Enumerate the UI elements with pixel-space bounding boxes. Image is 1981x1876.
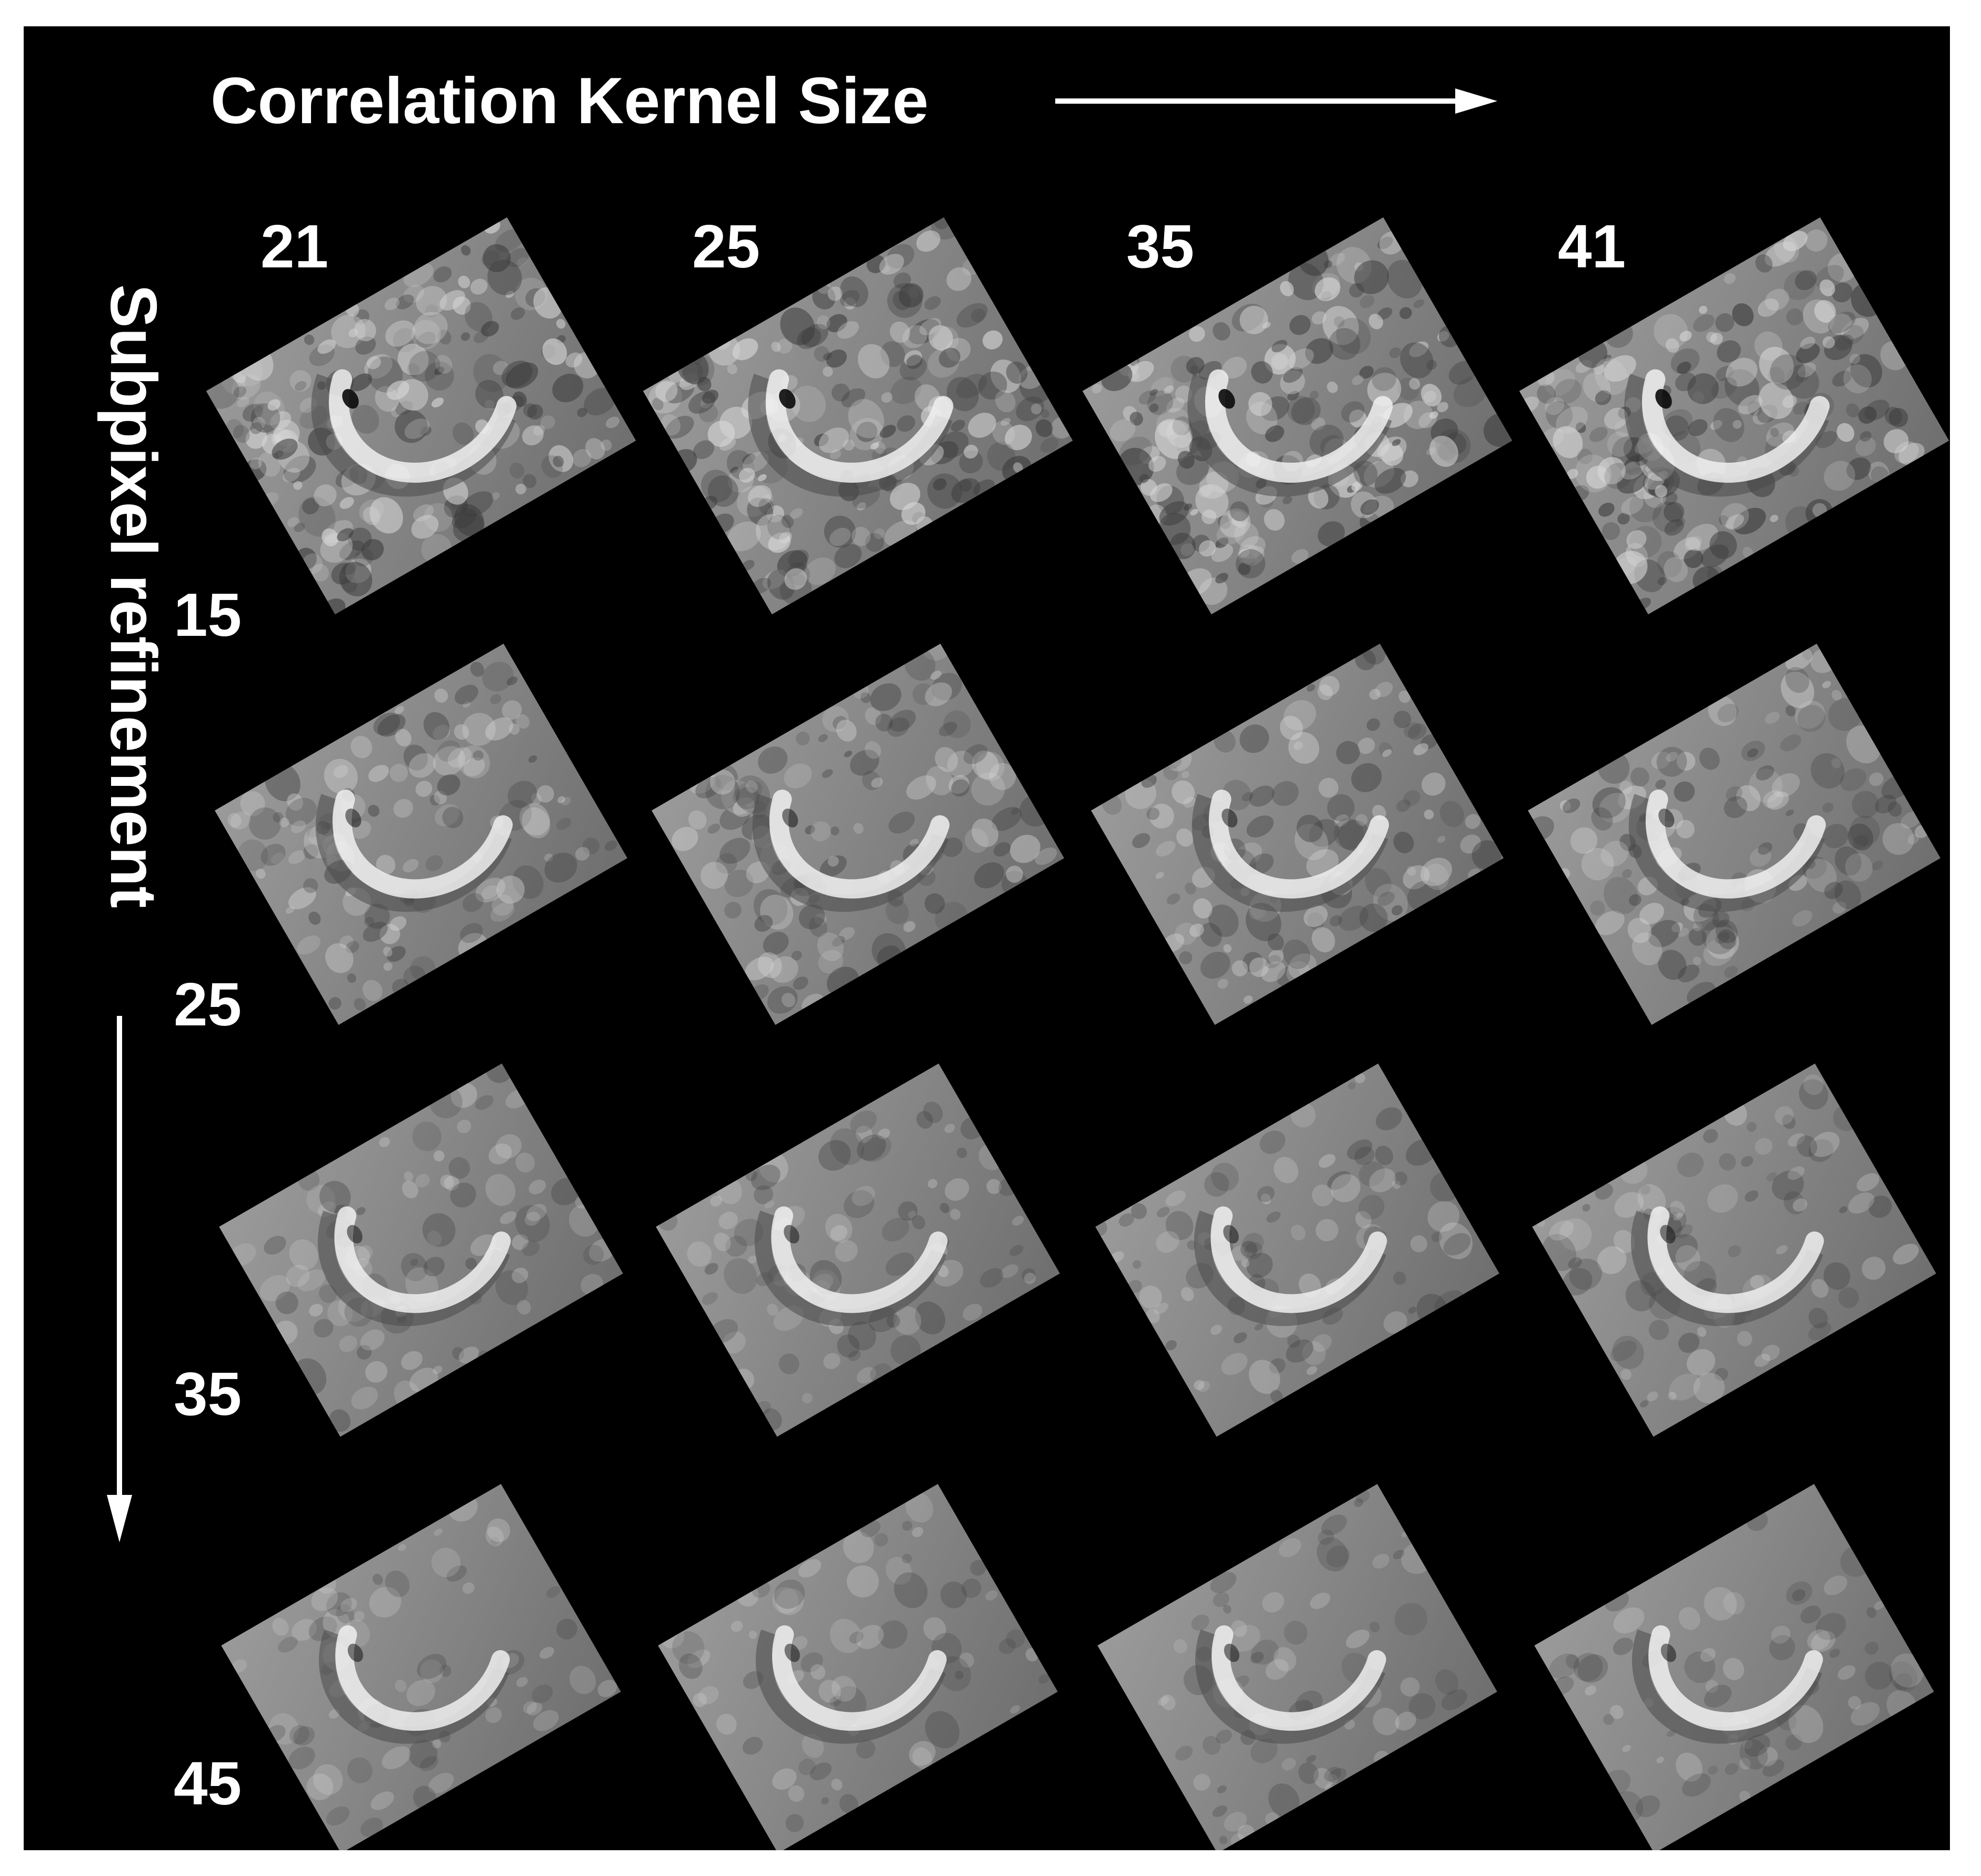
crater-relief-image bbox=[1532, 1063, 1936, 1437]
dem-tile-row35-col21 bbox=[211, 1050, 632, 1437]
crater-relief-image bbox=[221, 1484, 621, 1850]
dem-tile-row45-col41 bbox=[1524, 1469, 1945, 1850]
dem-tile-row45-col35 bbox=[1087, 1469, 1508, 1850]
dem-tile-row15-col21 bbox=[206, 216, 636, 615]
vertical-label-container: Subpixel refinement bbox=[92, 284, 169, 1021]
crater-relief-image bbox=[219, 1063, 623, 1437]
dem-tile-row35-col41 bbox=[1524, 1050, 1945, 1437]
crater-relief-image bbox=[1091, 643, 1504, 1025]
crater-relief-image bbox=[1534, 1484, 1934, 1850]
dem-tile-row25-col25 bbox=[647, 634, 1068, 1025]
dem-tile-row25-col35 bbox=[1087, 634, 1508, 1025]
crater-relief-image bbox=[1528, 643, 1940, 1025]
row-label-25: 25 bbox=[174, 970, 242, 1039]
row-label-45: 45 bbox=[174, 1749, 242, 1818]
crater-relief-image bbox=[643, 217, 1073, 615]
column-label-21: 21 bbox=[261, 212, 329, 281]
dem-tile-row45-col21 bbox=[211, 1469, 632, 1850]
crater-relief-image bbox=[1519, 217, 1949, 615]
column-label-41: 41 bbox=[1558, 212, 1626, 281]
crater-relief-image bbox=[206, 217, 636, 615]
right-arrow-icon bbox=[1055, 88, 1497, 114]
crater-relief-image bbox=[1082, 217, 1513, 615]
column-label-35: 35 bbox=[1126, 212, 1195, 281]
row-label-35: 35 bbox=[174, 1360, 242, 1428]
figure-panel: Correlation Kernel Size 21 25 35 41 Subp… bbox=[24, 26, 1950, 1850]
figure-title: Correlation Kernel Size bbox=[211, 65, 929, 137]
crater-relief-image bbox=[215, 643, 627, 1025]
dem-tile-row15-col41 bbox=[1519, 216, 1949, 615]
crater-relief-image bbox=[652, 643, 1064, 1025]
dem-tile-row35-col35 bbox=[1087, 1050, 1508, 1437]
dem-tile-row15-col25 bbox=[643, 216, 1073, 615]
dem-tile-row45-col25 bbox=[647, 1469, 1068, 1850]
down-arrow-icon bbox=[107, 1016, 132, 1542]
dem-tile-row15-col35 bbox=[1082, 216, 1513, 615]
crater-relief-image bbox=[1095, 1063, 1499, 1437]
dem-tile-row25-col21 bbox=[211, 634, 632, 1025]
vertical-label: Subpixel refinement bbox=[97, 284, 169, 909]
row-label-15: 15 bbox=[174, 581, 242, 649]
crater-relief-image bbox=[656, 1063, 1060, 1437]
column-label-25: 25 bbox=[692, 212, 761, 281]
crater-relief-image bbox=[658, 1484, 1058, 1850]
dem-tile-row25-col41 bbox=[1524, 634, 1945, 1025]
crater-relief-image bbox=[1097, 1484, 1497, 1850]
dem-tile-row35-col25 bbox=[647, 1050, 1068, 1437]
